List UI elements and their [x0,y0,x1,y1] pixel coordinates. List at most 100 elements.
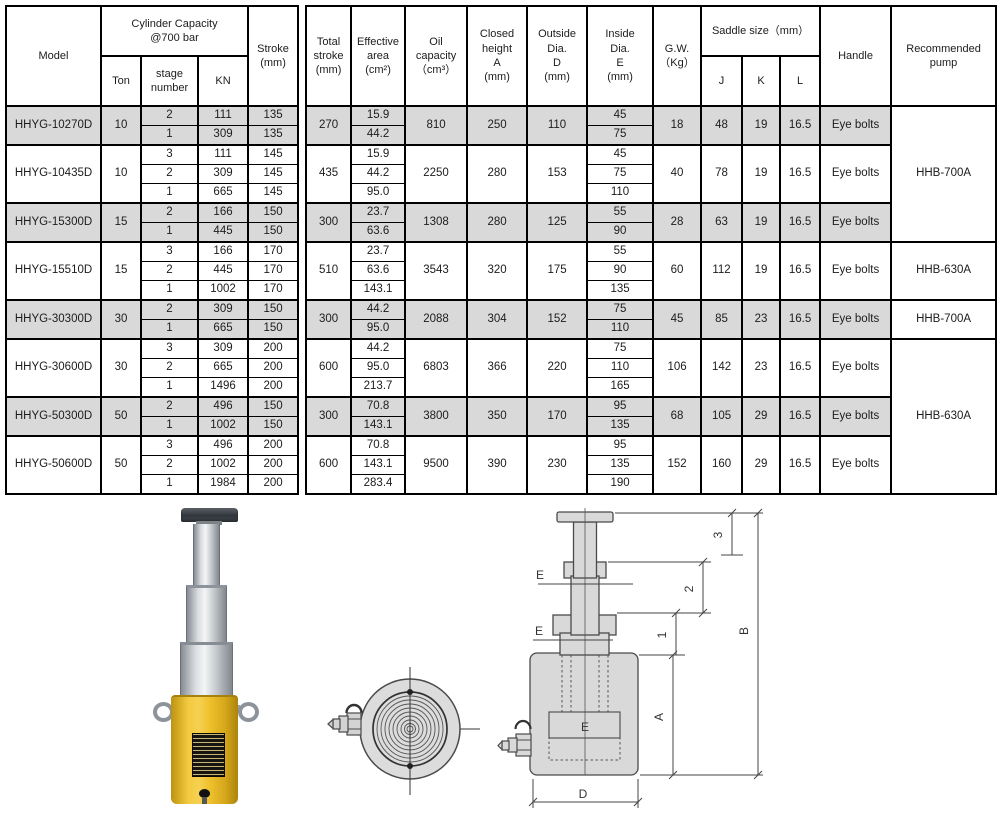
product-photo [150,505,262,810]
header-row-top: Model Cylinder Capacity @700 bar Stroke … [5,5,998,494]
cell-stroke: 150 [247,397,300,417]
cell-saddle-j: 105 [700,397,744,437]
header-outside-dia: Outside Dia. D (mm) [526,5,589,107]
spec-row: 1 445 150 63.6 90 [6,222,996,243]
cell-inside-dia: 135 [586,280,655,301]
cell-gw: 106 [652,339,703,398]
cell-inside-dia: 75 [586,339,655,359]
eye-bolt-right [238,702,259,722]
dim-label-stage1: 1 [655,631,669,638]
header-model: Model [5,5,102,107]
header-saddle-size: Saddle size（mm） [700,5,822,57]
cell-stroke: 200 [247,339,300,359]
coupler-nipple [199,789,210,798]
cell-kn: 496 [196,436,250,456]
cell-stage-number: 2 [140,300,199,320]
cell-effective-area: 44.2 [350,300,407,320]
cell-effective-area: 44.2 [350,164,407,184]
header-kn: KN [196,56,250,107]
cell-kn: 665 [196,319,250,340]
cell-total-stroke: 270 [305,106,353,146]
dim-label-d: D [579,787,588,801]
cell-saddle-j: 85 [700,300,744,340]
cell-oil-capacity: 6803 [404,339,469,398]
header-effective-area: Effective area (cm²) [350,5,407,107]
cell-stroke: 150 [247,319,300,340]
dim-label-e-center: E [581,720,589,734]
saddle-neck [196,521,222,525]
cell-saddle-k: 19 [741,242,782,301]
cell-oil-capacity: 3800 [404,397,469,437]
dim-label-e-upper: E [536,568,544,582]
cell-inside-dia: 55 [586,203,655,223]
header-saddle-k: K [741,56,782,107]
cell-stage-number: 2 [140,358,199,378]
cell-recommended-pump: HHB-700A [890,106,998,243]
cell-stage-number: 2 [140,106,199,126]
cell-inside-dia: 95 [586,436,655,456]
cell-handle: Eye bolts [819,203,893,243]
cell-kn: 309 [196,125,250,146]
cell-oil-capacity: 1308 [404,203,469,243]
cell-saddle-l: 16.5 [779,300,822,340]
header-total-stroke: Total stroke (mm) [305,5,353,107]
stage1-tube [559,632,610,656]
cell-outside-dia: 170 [526,397,589,437]
cell-ton: 30 [100,300,142,340]
cell-model: HHYG-30300D [5,300,102,340]
spec-row: 1 665 150 95.0 110 [6,319,996,340]
cell-stroke: 170 [247,242,300,262]
cell-handle: Eye bolts [819,339,893,398]
cell-ton: 15 [100,203,142,243]
cell-saddle-k: 19 [741,106,782,146]
cell-effective-area: 283.4 [350,474,407,495]
cell-inside-dia: 75 [586,125,655,146]
cell-model: HHYG-15300D [5,203,102,243]
cell-recommended-pump: HHB-700A [890,300,998,340]
spec-row: 2 1002 200 143.1 135 [6,455,996,475]
cell-stage-number: 1 [140,125,199,146]
cell-effective-area: 44.2 [350,125,407,146]
cell-handle: Eye bolts [819,106,893,146]
cell-stroke: 135 [247,125,300,146]
cell-recommended-pump: HHB-630A [890,242,998,301]
cell-saddle-l: 16.5 [779,339,822,398]
cell-outside-dia: 153 [526,145,589,204]
spec-row: HHYG-15300D 15 2 166 150 300 23.7 1308 280 125 55 2… [5,203,996,243]
spec-row: 2 665 200 95.0 110 [6,358,996,378]
cell-ton: 50 [100,436,142,495]
cell-inside-dia: 75 [586,300,655,320]
header-cylinder-capacity: Cylinder Capacity @700 bar [99,5,250,57]
cell-stage-number: 2 [140,203,199,223]
header-handle: Handle [819,5,893,107]
cell-saddle-l: 16.5 [779,397,822,437]
spec-row: HHYG-15510D 15 3 166 170 510 23.7 3543 320 175 55 6… [5,242,998,301]
cell-inside-dia: 135 [586,416,655,437]
header-ton: Ton [100,56,142,107]
cell-saddle-l: 16.5 [779,436,822,495]
cell-gw: 60 [652,242,703,301]
cell-model: HHYG-10435D [5,145,102,204]
header-saddle-j: J [700,56,744,107]
cell-effective-area: 44.2 [350,339,407,359]
cell-stage-number: 3 [140,436,199,456]
cell-kn: 445 [196,261,250,281]
cell-inside-dia: 95 [586,397,655,417]
cell-kn: 309 [196,300,250,320]
cell-handle: Eye bolts [819,242,893,301]
cell-total-stroke: 300 [305,300,353,340]
cell-oil-capacity: 810 [404,106,469,146]
header-closed-height: Closed height A (mm) [466,5,529,107]
cell-stage-number: 2 [140,164,199,184]
cell-inside-dia: 45 [586,106,655,126]
cell-stroke: 150 [247,222,300,243]
cell-saddle-l: 16.5 [779,242,822,301]
cell-stage-number: 1 [140,416,199,437]
cell-inside-dia: 90 [586,222,655,243]
cell-kn: 1002 [196,455,250,475]
cell-saddle-k: 29 [741,397,782,437]
cell-stroke: 145 [247,145,300,165]
cylinder-outline [529,511,639,776]
cell-kn: 166 [196,242,250,262]
spec-row: HHYG-50300D 50 2 496 150 300 70.8 3800 350 170 95 6… [5,397,996,437]
